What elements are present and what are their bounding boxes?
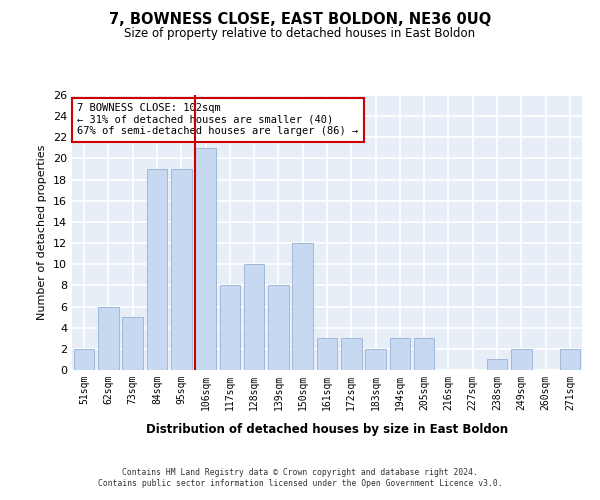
Bar — [317, 338, 337, 370]
Bar — [195, 148, 216, 370]
Bar — [74, 349, 94, 370]
Bar — [511, 349, 532, 370]
Text: 7 BOWNESS CLOSE: 102sqm
← 31% of detached houses are smaller (40)
67% of semi-de: 7 BOWNESS CLOSE: 102sqm ← 31% of detache… — [77, 104, 358, 136]
Bar — [268, 286, 289, 370]
Y-axis label: Number of detached properties: Number of detached properties — [37, 145, 47, 320]
Bar — [146, 169, 167, 370]
Bar — [171, 169, 191, 370]
Bar — [365, 349, 386, 370]
Text: Size of property relative to detached houses in East Boldon: Size of property relative to detached ho… — [124, 28, 476, 40]
Bar — [389, 338, 410, 370]
Text: 7, BOWNESS CLOSE, EAST BOLDON, NE36 0UQ: 7, BOWNESS CLOSE, EAST BOLDON, NE36 0UQ — [109, 12, 491, 28]
Text: Contains HM Land Registry data © Crown copyright and database right 2024.
Contai: Contains HM Land Registry data © Crown c… — [98, 468, 502, 487]
Bar — [560, 349, 580, 370]
Bar — [341, 338, 362, 370]
Bar — [244, 264, 265, 370]
Bar — [220, 286, 240, 370]
Bar — [98, 306, 119, 370]
Text: Distribution of detached houses by size in East Boldon: Distribution of detached houses by size … — [146, 422, 508, 436]
Bar — [414, 338, 434, 370]
Bar — [487, 360, 508, 370]
Bar — [292, 243, 313, 370]
Bar — [122, 317, 143, 370]
